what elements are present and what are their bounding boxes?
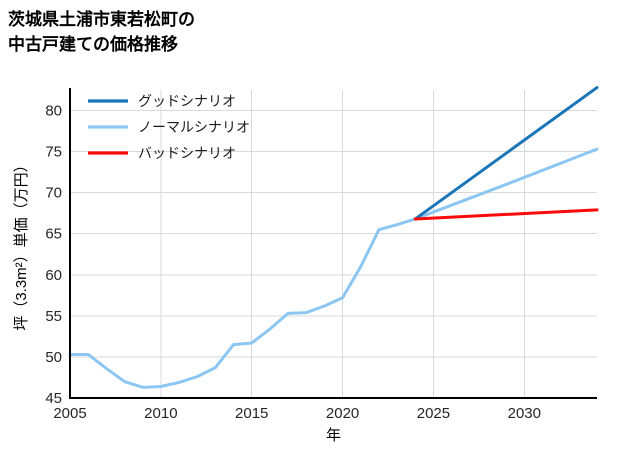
y-tick-label: 45 [45, 390, 62, 407]
chart-title-line-2: 中古戸建ての価格推移 [8, 34, 178, 54]
legend-label: バッドシナリオ [138, 145, 236, 161]
y-tick-label: 70 [45, 185, 62, 202]
x-tick-label: 2030 [508, 405, 541, 422]
y-tick-label: 50 [45, 349, 62, 366]
y-tick-label: 80 [45, 103, 62, 120]
series-group [68, 86, 599, 389]
x-tick-label: 2020 [326, 405, 359, 422]
legend-label: ノーマルシナリオ [138, 119, 250, 135]
chart-title: 茨城県土浦市東若松町の 中古戸建ての価格推移 [8, 8, 458, 57]
y-tick-label: 75 [45, 144, 62, 161]
series-line-bad [413, 208, 599, 221]
series-line-normal [68, 147, 599, 389]
y-axis-tick-labels: 45 50 55 60 65 70 75 80 [45, 103, 62, 407]
y-tick-label: 60 [45, 267, 62, 284]
series-line-good [413, 86, 599, 221]
x-tick-label: 2015 [235, 405, 268, 422]
gridlines-group [69, 90, 597, 399]
x-axis-tick-labels: 2005 2010 2015 2020 2025 2030 [53, 405, 541, 422]
x-tick-label: 2010 [144, 405, 177, 422]
x-axis-title: 年 [326, 427, 341, 444]
y-tick-label: 65 [45, 226, 62, 243]
axis-spines-group [68, 88, 597, 400]
axis-titles-group: 年 坪（3.3m²）単価（万円） [13, 157, 341, 444]
legend-label: グッドシナリオ [138, 93, 236, 109]
y-axis-title: 坪（3.3m²）単価（万円） [13, 157, 30, 330]
x-tick-label: 2005 [53, 405, 86, 422]
chart-title-line-1: 茨城県土浦市東若松町の [8, 10, 195, 29]
y-tick-label: 55 [45, 308, 62, 325]
x-tick-label: 2025 [417, 405, 450, 422]
